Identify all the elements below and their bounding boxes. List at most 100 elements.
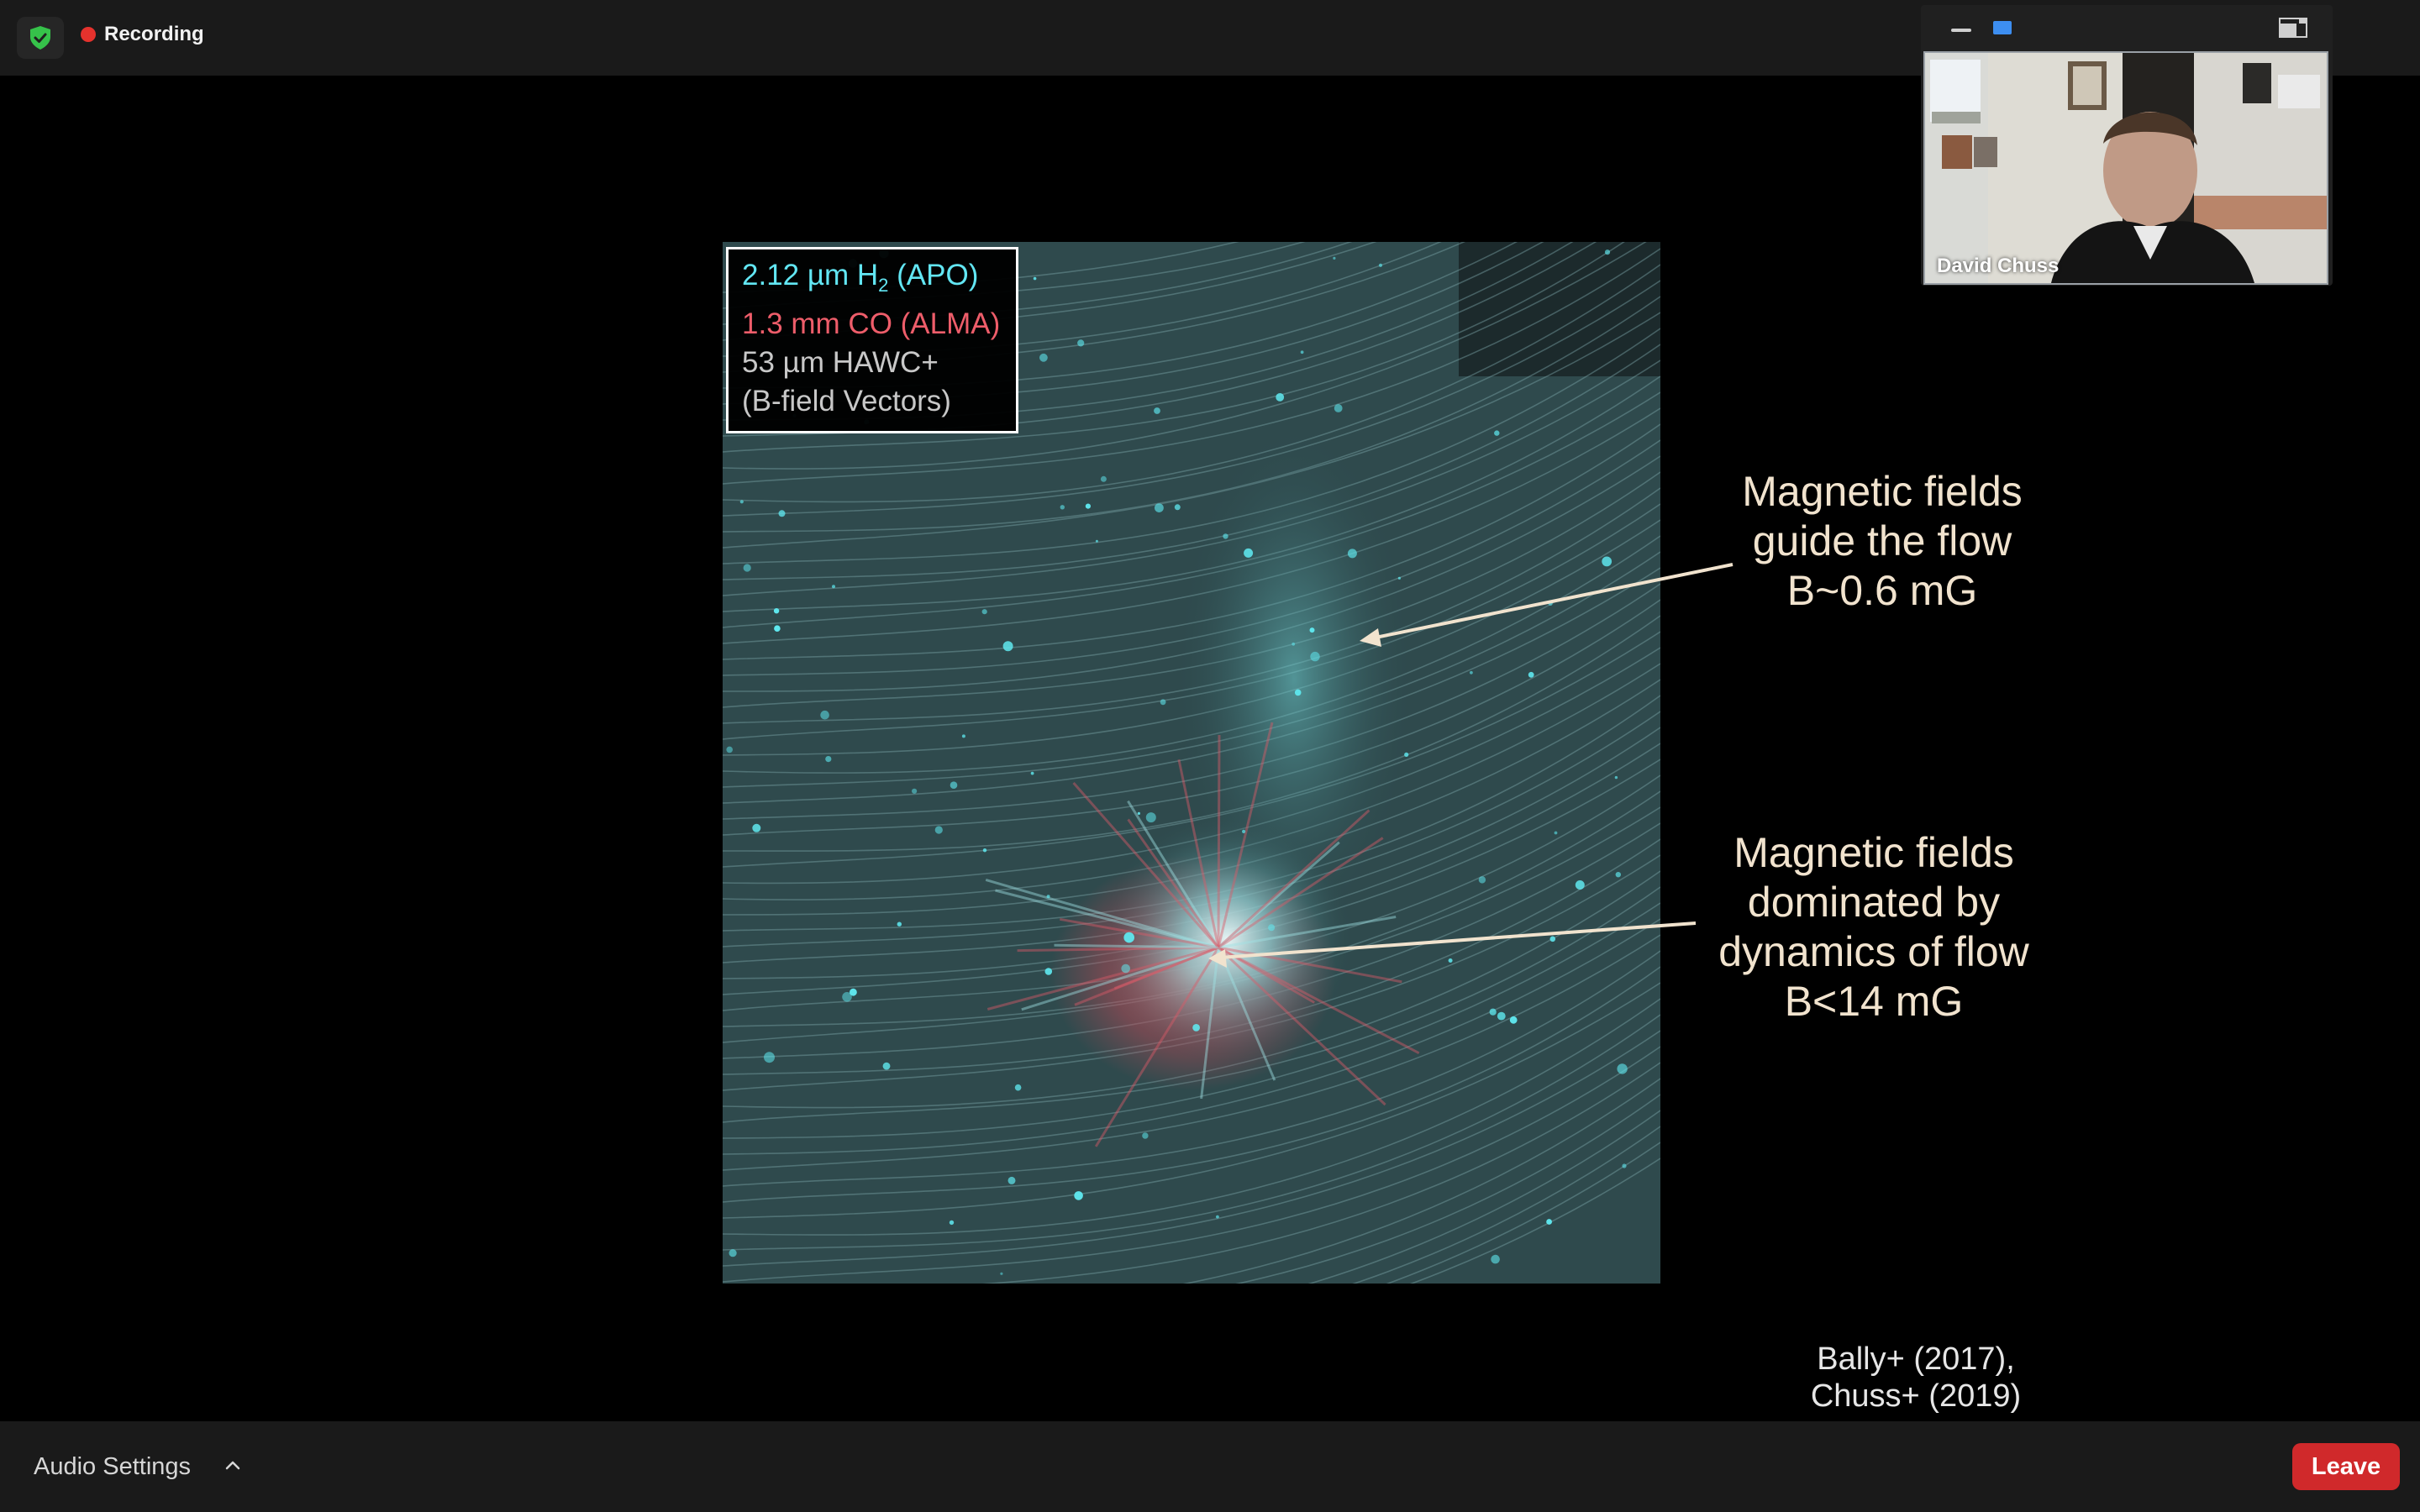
star xyxy=(1007,1176,1016,1184)
star xyxy=(1617,1063,1628,1074)
outflow-ray xyxy=(1113,946,1219,990)
field-streak xyxy=(723,583,1660,820)
star xyxy=(726,746,733,753)
citation: Bally+ (2017), Chuss+ (2019) xyxy=(1781,1341,2050,1415)
star xyxy=(1145,812,1156,823)
field-streak xyxy=(723,242,1625,453)
field-streak xyxy=(723,966,1660,1203)
field-streak xyxy=(723,439,1660,676)
outflow-ray xyxy=(1054,943,1219,949)
outflow-ray xyxy=(995,889,1219,949)
field-streak xyxy=(723,328,1660,564)
field-streak xyxy=(723,950,1660,1187)
participant-video[interactable]: David Chuss xyxy=(1923,51,2328,285)
star xyxy=(739,500,744,504)
video-view-icon[interactable] xyxy=(1993,21,2012,34)
field-streak xyxy=(1409,1158,1660,1284)
star xyxy=(825,756,832,763)
star xyxy=(1123,932,1134,943)
annotation-line: dominated by xyxy=(1747,879,2001,926)
legend-h2-subscript: 2 xyxy=(878,275,889,296)
star xyxy=(1155,503,1164,512)
star xyxy=(743,564,751,572)
field-streak xyxy=(723,455,1660,692)
star xyxy=(1039,353,1048,362)
field-streak xyxy=(723,998,1660,1236)
citation-line: Bally+ (2017), xyxy=(1817,1341,2015,1377)
star xyxy=(1121,963,1130,974)
star xyxy=(1347,549,1357,559)
star xyxy=(1154,407,1160,414)
minimize-icon[interactable] xyxy=(1951,29,1971,32)
star xyxy=(842,992,852,1002)
outflow-ray xyxy=(1127,818,1220,948)
field-streak xyxy=(723,902,1660,1139)
annotation-flow-guide: Magnetic fields guide the flow B~0.6 mG xyxy=(1706,467,2059,616)
field-streak xyxy=(723,280,1660,517)
star xyxy=(832,585,835,589)
field-streak xyxy=(723,918,1660,1155)
field-streak xyxy=(1386,1142,1660,1284)
star xyxy=(1014,1084,1022,1091)
star xyxy=(1244,548,1254,558)
field-streak xyxy=(723,296,1660,533)
star xyxy=(1615,872,1622,878)
star xyxy=(1494,430,1500,436)
star xyxy=(1491,1254,1500,1264)
star xyxy=(1137,811,1140,816)
field-streak xyxy=(723,391,1660,628)
field-streak xyxy=(723,312,1660,549)
participant-name: David Chuss xyxy=(1937,255,2060,277)
shield-check-icon[interactable] xyxy=(17,17,64,59)
star xyxy=(1192,1024,1200,1032)
layout-icon[interactable] xyxy=(2279,16,2307,38)
star xyxy=(1077,339,1085,347)
legend-h2-prefix: 2.12 µm H xyxy=(742,259,879,291)
outflow-ray xyxy=(1127,800,1220,948)
star xyxy=(1497,1011,1506,1021)
field-streak xyxy=(723,982,1660,1219)
star xyxy=(882,1062,891,1070)
star xyxy=(773,608,780,614)
recording-label: Recording xyxy=(104,23,204,45)
field-streak xyxy=(723,1046,1660,1283)
field-streak xyxy=(723,264,1660,503)
star xyxy=(1085,503,1091,509)
field-streak xyxy=(723,886,1660,1123)
citation-line: Chuss+ (2019) xyxy=(1810,1378,2022,1414)
field-streak xyxy=(723,567,1660,804)
outflow-ray xyxy=(1218,946,1420,1055)
star xyxy=(1310,651,1320,662)
field-streak xyxy=(723,423,1660,660)
star xyxy=(1002,641,1013,652)
field-streak xyxy=(1307,1110,1660,1284)
star xyxy=(1046,895,1050,899)
audio-settings-button[interactable]: Audio Settings xyxy=(34,1453,192,1480)
legend-hawc: 53 µm HAWC+ xyxy=(742,346,939,379)
star xyxy=(1300,350,1304,354)
leave-button[interactable]: Leave xyxy=(2292,1443,2400,1490)
star xyxy=(1216,1215,1219,1219)
star xyxy=(1060,505,1065,510)
star xyxy=(1160,699,1166,706)
star xyxy=(1033,276,1037,281)
annotation-flow-dynamics: Magnetic fields dominated by dynamics of… xyxy=(1681,828,2067,1026)
field-streak xyxy=(1351,1126,1660,1284)
field-streak xyxy=(723,242,1647,470)
field-streak xyxy=(723,615,1660,852)
star xyxy=(1478,876,1486,884)
star xyxy=(1509,1016,1518,1024)
annotation-line: B~0.6 mG xyxy=(1786,567,1978,614)
star xyxy=(1528,671,1534,678)
field-streak xyxy=(1234,1094,1660,1284)
outflow-ray xyxy=(1217,947,1276,1081)
chevron-up-icon[interactable] xyxy=(220,1450,245,1480)
legend-h2: 2.12 µm H2 (APO) xyxy=(742,256,1002,305)
star xyxy=(897,921,902,927)
field-streak xyxy=(723,407,1660,644)
field-streak xyxy=(723,934,1660,1171)
star xyxy=(1044,968,1053,975)
star xyxy=(1100,475,1107,482)
star xyxy=(774,625,781,632)
star xyxy=(950,781,958,789)
